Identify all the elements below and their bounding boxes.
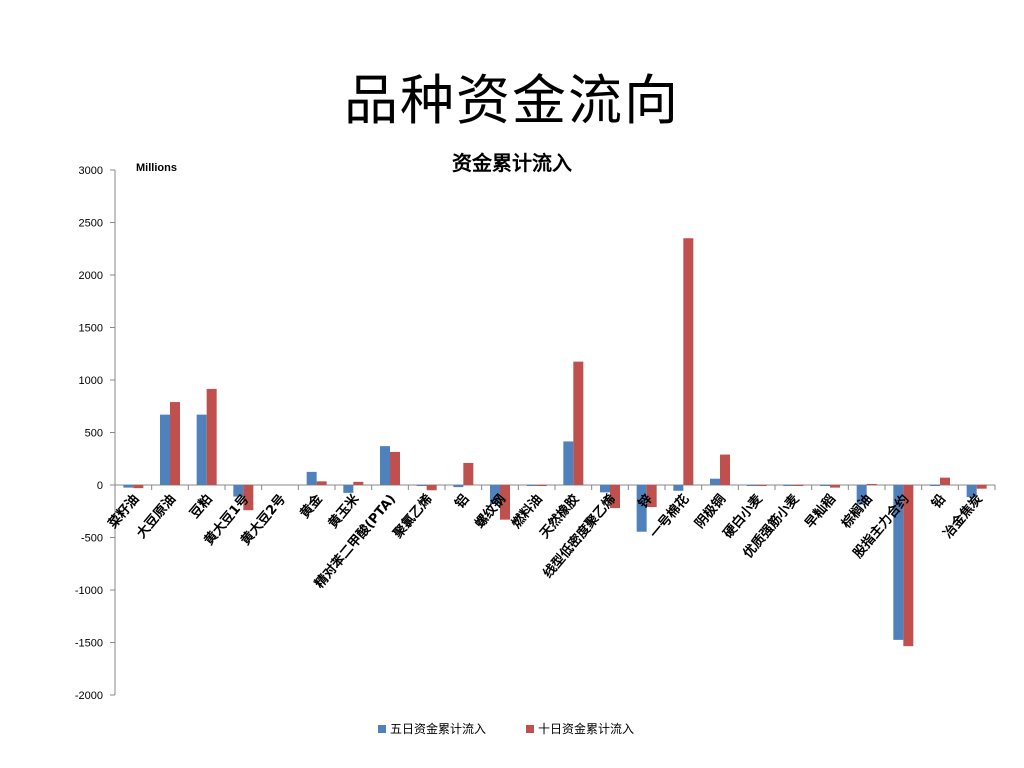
bar-ten-day	[940, 477, 950, 485]
bar-five-day	[600, 485, 610, 493]
bar-five-day	[416, 485, 427, 486]
y-tick-label: 1500	[79, 323, 103, 335]
bar-five-day	[783, 485, 794, 486]
category-label: 阴极铜	[692, 491, 729, 531]
bar-five-day	[306, 471, 317, 485]
bar-ten-day	[646, 485, 657, 508]
bar-five-day	[563, 441, 574, 485]
y-tick-label: 2000	[79, 270, 103, 282]
bar-ten-day	[610, 485, 620, 509]
bar-five-day	[673, 485, 684, 491]
y-tick-label: -2000	[75, 690, 103, 702]
bar-ten-day	[976, 485, 987, 489]
category-label: 菜籽油	[104, 491, 142, 532]
bar-ten-day	[793, 485, 804, 486]
bar-ten-day	[316, 481, 327, 485]
bar-five-day	[490, 485, 500, 504]
y-tick-label: 0	[97, 480, 103, 492]
bar-five-day	[636, 485, 647, 532]
category-label: 冶金焦炭	[940, 491, 986, 541]
bar-ten-day	[536, 485, 547, 487]
chart-title: 资金累计流入	[452, 151, 572, 175]
unit-label: Millions	[136, 162, 177, 174]
bar-ten-day	[353, 481, 364, 485]
category-label: 聚氯乙烯	[389, 491, 435, 542]
bar-ten-day	[170, 402, 180, 485]
bar-five-day	[966, 485, 977, 498]
legend-swatch	[378, 725, 386, 733]
bar-five-day	[233, 485, 244, 497]
y-tick-label: 2500	[79, 218, 103, 230]
bar-five-day	[160, 414, 170, 485]
bar-ten-day	[903, 485, 914, 647]
bar-five-day	[123, 485, 134, 488]
bar-ten-day	[756, 485, 767, 486]
bar-five-day	[930, 485, 940, 486]
category-label: 铅	[928, 491, 949, 511]
y-tick-label: 1000	[79, 375, 103, 387]
bar-five-day	[343, 485, 354, 493]
bar-ten-day	[390, 451, 400, 485]
bar-ten-day	[133, 485, 144, 489]
category-label: 黄玉米	[325, 491, 363, 532]
bar-five-day	[453, 485, 464, 488]
bar-five-day	[196, 414, 207, 485]
slide-title: 品种资金流向	[344, 69, 680, 132]
category-label: 早籼稻	[802, 491, 839, 531]
legend-label: 十日资金累计流入	[538, 721, 634, 736]
y-tick-label: 3000	[79, 165, 103, 177]
bar-ten-day	[720, 454, 730, 485]
category-label: 铝	[452, 491, 473, 511]
bar-five-day	[820, 485, 830, 486]
bar-ten-day	[463, 462, 474, 485]
bar-five-day	[526, 485, 537, 486]
bar-ten-day	[830, 485, 840, 488]
bar-five-day	[856, 485, 867, 505]
category-label: 黄金	[297, 491, 327, 522]
legend-swatch	[526, 725, 534, 733]
y-tick-label: -1000	[75, 585, 103, 597]
bar-ten-day	[206, 388, 217, 485]
category-label: 大豆原油	[133, 491, 179, 541]
bar-five-day	[710, 478, 720, 485]
bar-ten-day	[683, 238, 694, 485]
bar-five-day	[893, 485, 904, 640]
y-tick-label: -1500	[75, 638, 103, 650]
bar-ten-day	[426, 485, 437, 491]
category-label: 燃料油	[508, 491, 545, 531]
bar-five-day	[746, 485, 757, 486]
bar-five-day	[380, 446, 390, 485]
bar-ten-day	[243, 485, 254, 511]
bar-ten-day	[573, 361, 584, 485]
bar-ten-day	[500, 485, 510, 520]
y-tick-label: -500	[81, 533, 103, 545]
bar-ten-day	[866, 483, 877, 485]
category-label: 豆粕	[187, 491, 216, 521]
legend-label: 五日资金累计流入	[390, 721, 486, 736]
y-tick-label: 500	[85, 428, 103, 440]
